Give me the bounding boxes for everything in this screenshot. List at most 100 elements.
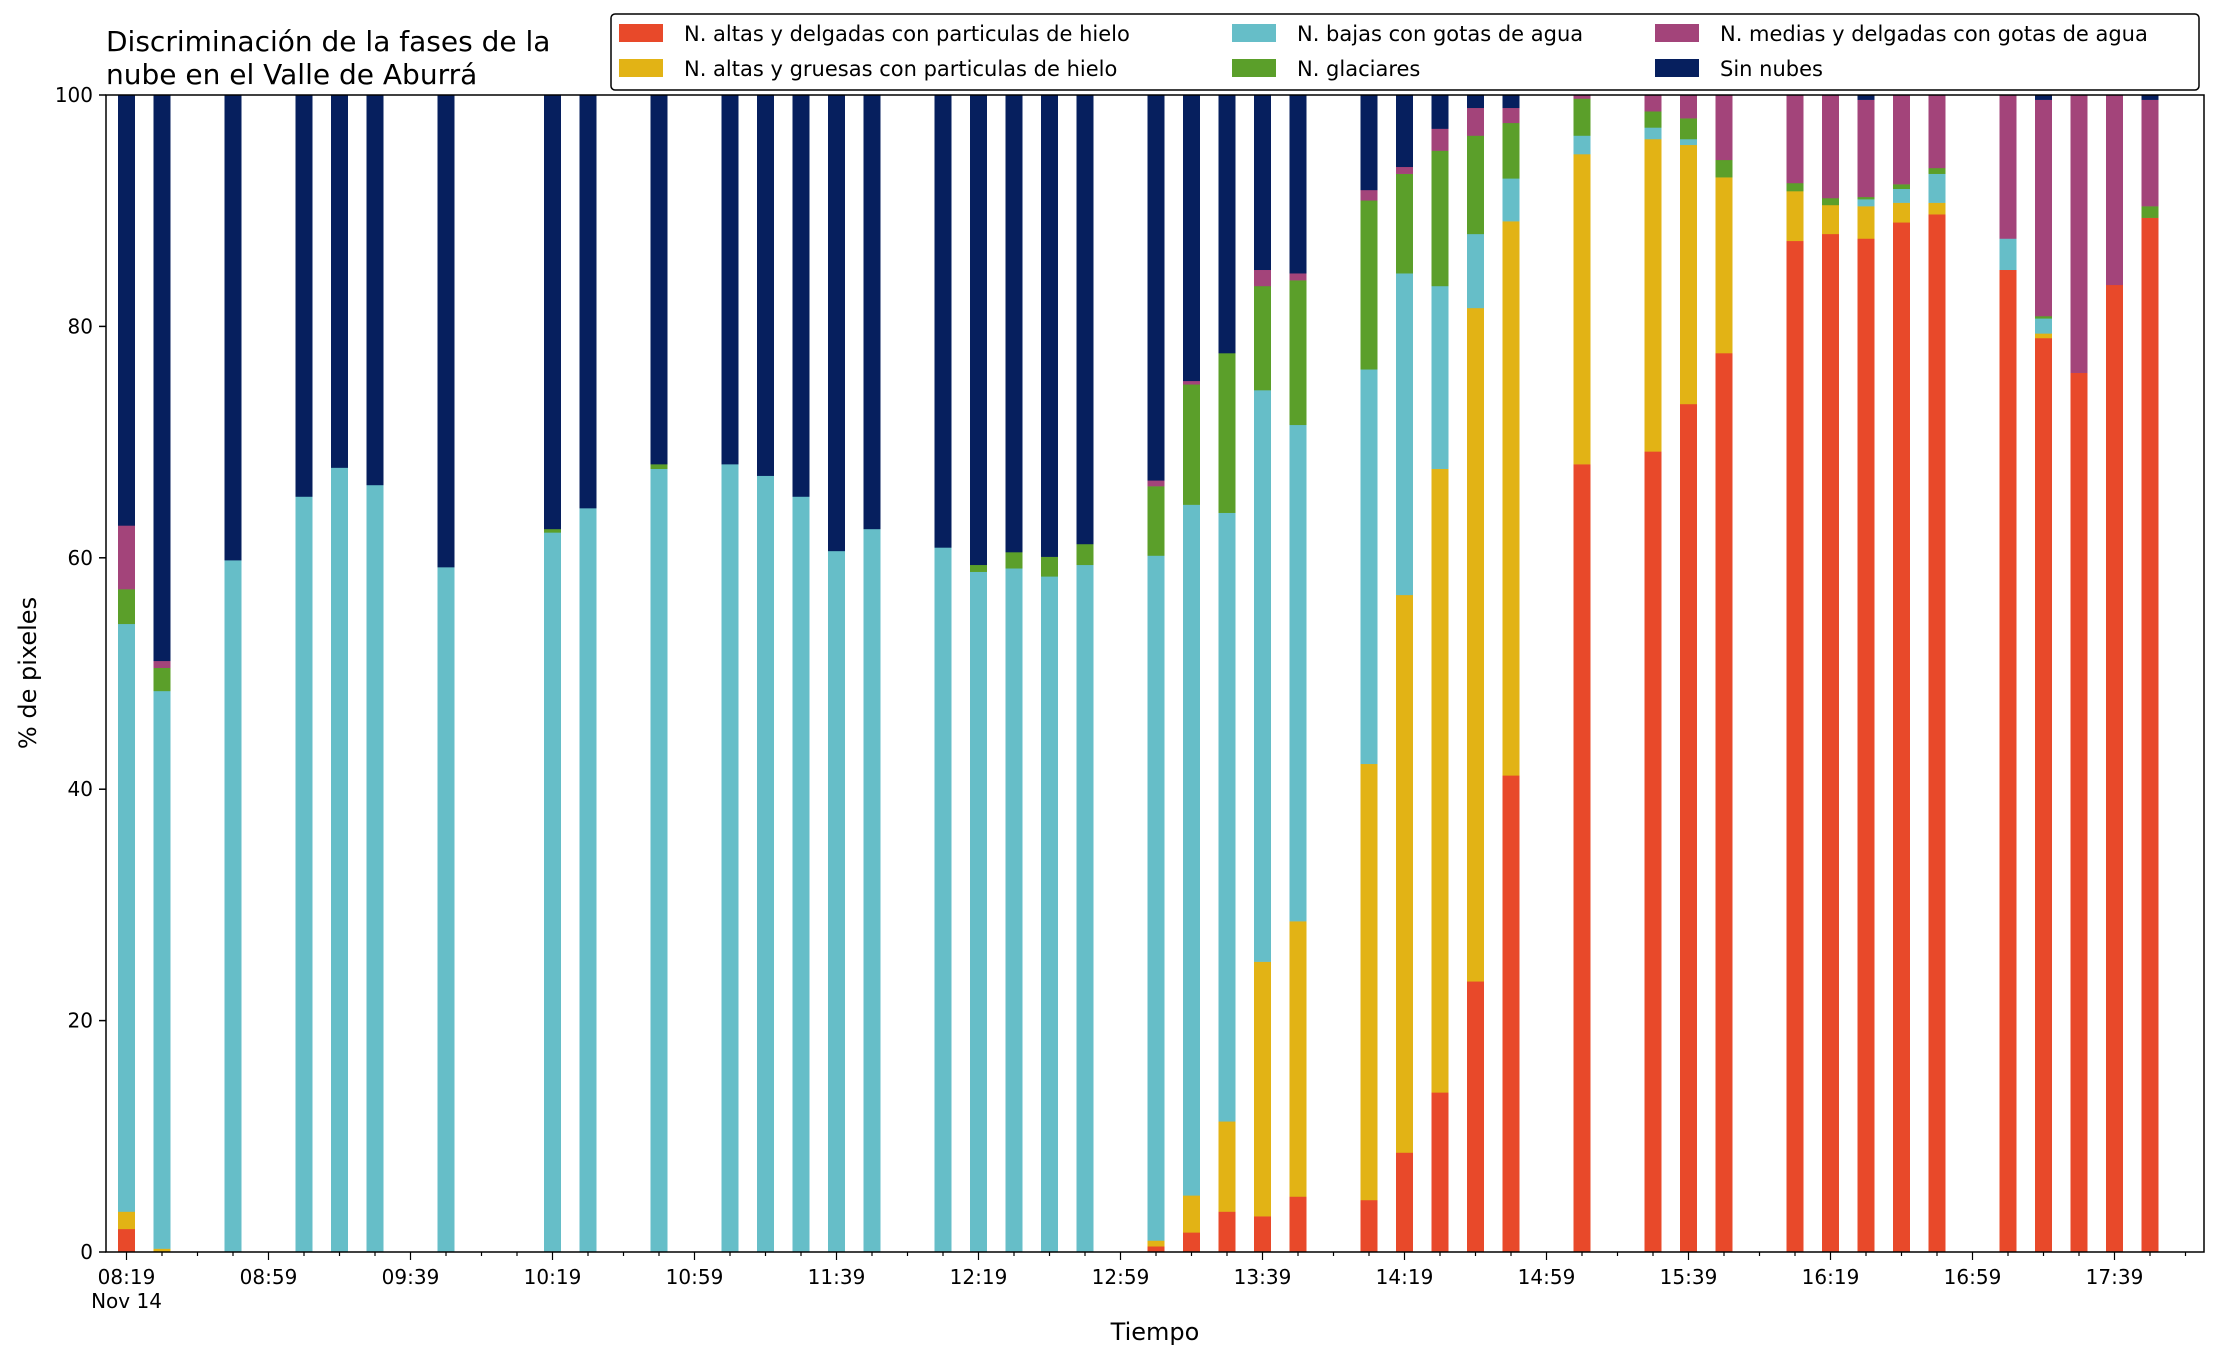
bar-segment (1218, 1121, 1236, 1212)
bar-segment (1396, 1152, 1413, 1253)
x-tick-label: 15:39 (1660, 1265, 1718, 1289)
bar-segment (1502, 775, 1520, 1253)
x-tick-label: 14:59 (1518, 1265, 1576, 1289)
bar-segment (1289, 95, 1307, 274)
x-tick-label: 16:19 (1802, 1265, 1860, 1289)
bar-segment (544, 528, 561, 533)
bar-segment (1431, 1092, 1449, 1253)
bar-segment (331, 467, 348, 1253)
bar-segment (757, 475, 774, 1253)
bar-stack (757, 95, 774, 1253)
bar-segment (1893, 202, 1910, 223)
bar-segment (295, 95, 313, 497)
bar-segment (1218, 353, 1236, 513)
bar-segment (1183, 1195, 1200, 1233)
bar-segment (1360, 1199, 1378, 1253)
chart-title-line-2: nube en el Valle de Aburrá (106, 58, 477, 91)
bar-segment (1822, 197, 1839, 206)
bar-segment (1005, 95, 1023, 553)
chart-title-line-1: Discriminación de la fases de la (106, 25, 550, 58)
bar-segment (1431, 128, 1449, 151)
x-axis-label: Tiempo (1110, 1318, 1200, 1346)
bar-segment (1680, 138, 1697, 146)
bar-stack (863, 95, 881, 1253)
bar-segment (1360, 200, 1378, 370)
bar-stack (1360, 95, 1378, 1253)
bar-segment (1147, 555, 1165, 1241)
bar-stack (1928, 95, 1946, 1253)
x-tick-label: 17:39 (2086, 1265, 2144, 1289)
bar-segment (1644, 127, 1662, 140)
bar-segment (153, 95, 171, 662)
bar-segment (1360, 763, 1378, 1201)
y-tick-label: 60 (68, 546, 93, 570)
bar-segment (1254, 961, 1271, 1217)
plot-frame (105, 94, 2205, 1253)
bar-segment (1857, 95, 1875, 100)
bar-stack (1431, 95, 1449, 1253)
bar-segment (1644, 95, 1662, 112)
bar-stack (1218, 95, 1236, 1253)
bar-segment (650, 95, 668, 465)
bar-segment (118, 623, 135, 1212)
legend-swatch (1232, 24, 1276, 42)
bar-segment (2035, 99, 2052, 317)
legend-item: N. glaciares (1232, 57, 1420, 81)
x-tick-label: 11:39 (808, 1265, 866, 1289)
bar-segment (1467, 107, 1484, 136)
legend-swatch (1232, 59, 1276, 77)
bar-segment (1857, 199, 1875, 207)
bar-stack (1254, 95, 1271, 1253)
bar-stack (544, 95, 561, 1253)
bar-segment (331, 95, 348, 468)
bar-segment (1254, 269, 1271, 287)
bar-segment (1715, 353, 1733, 1253)
y-tick-label: 100 (55, 83, 93, 107)
bar-segment (153, 1248, 171, 1253)
bar-stack (1715, 95, 1733, 1253)
bar-segment (1467, 233, 1484, 309)
bar-segment (970, 95, 987, 566)
bar-segment (1467, 95, 1484, 109)
bar-segment (1431, 95, 1449, 129)
bar-segment (1396, 166, 1413, 174)
bar-segment (1786, 182, 1804, 192)
bar-segment (1999, 269, 2017, 1253)
bar-stack (1680, 95, 1697, 1253)
bar-segment (1041, 95, 1058, 557)
bar-segment (1254, 390, 1271, 962)
bar-segment (1822, 204, 1839, 235)
bar-stack (721, 95, 739, 1253)
bar-stack (118, 95, 135, 1253)
bar-segment (2035, 95, 2052, 100)
bar-segment (1289, 280, 1307, 426)
bar-segment (1573, 464, 1591, 1253)
bar-segment (1857, 99, 1875, 198)
bar-stack (1289, 95, 1307, 1253)
bar-segment (1005, 568, 1023, 1253)
bar-segment (1360, 95, 1378, 191)
bar-segment (2106, 284, 2123, 1253)
bar-stack (579, 95, 597, 1253)
bar-segment (1183, 384, 1200, 505)
bar-segment (1680, 403, 1697, 1253)
bar-segment (1431, 150, 1449, 287)
bar-segment (1183, 380, 1200, 385)
bar-segment (2035, 318, 2052, 334)
legend-label: N. altas y gruesas con particulas de hie… (684, 57, 1117, 81)
bar-segment (1857, 238, 1875, 1253)
legend-item: N. bajas con gotas de agua (1232, 22, 1583, 46)
bar-segment (1928, 167, 1946, 174)
x-tick-label: 09:39 (382, 1265, 440, 1289)
x-tick-label: 08:19 (98, 1265, 156, 1289)
x-tick-label: 16:59 (1944, 1265, 2002, 1289)
y-tick-label: 20 (68, 1009, 93, 1033)
bar-segment (1076, 95, 1094, 545)
legend-label: N. medias y delgadas con gotas de agua (1720, 22, 2148, 46)
bar-segment (1502, 95, 1520, 109)
bar-segment (118, 1228, 135, 1253)
bar-segment (153, 667, 171, 692)
bar-segment (1254, 1216, 1271, 1253)
bar-segment (863, 528, 881, 1253)
bar-stack (2035, 95, 2052, 1253)
